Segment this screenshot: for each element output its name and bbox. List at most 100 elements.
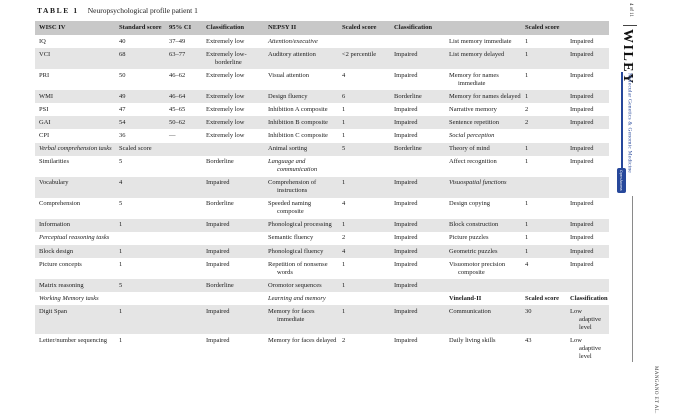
table-cell <box>169 292 206 305</box>
table-cell <box>394 292 449 305</box>
table-cell: Impaired <box>570 48 609 70</box>
table-header-cell: NEPSY II <box>268 21 342 35</box>
table-cell: Impaired <box>394 200 418 208</box>
table-cell <box>169 142 206 156</box>
table-caption: TABLE 1 Neuropsychological profile patien… <box>37 6 609 15</box>
table-cell: 1 <box>342 305 394 335</box>
table-cell: Digit Span <box>35 305 119 335</box>
table-cell: 4 <box>342 200 346 208</box>
table-header-cell: Classification <box>394 21 449 35</box>
table-cell: Working Memory tasks <box>39 294 99 302</box>
table-cell: Borderline <box>394 142 449 156</box>
table-row: Letter/number sequencing 1 Impaired Memory … <box>35 334 609 363</box>
table-cell: Impaired <box>206 260 230 268</box>
table-cell: Impaired <box>394 244 449 259</box>
table-row: Matrix reasoning 5 Borderline Oromotor sequ… <box>35 279 609 293</box>
table-cell: Block construction <box>449 218 525 232</box>
table-cell: Extremely low <box>206 116 268 130</box>
table-row: PRI 50 46–62 Extremely low Visual attention 4… <box>35 69 609 90</box>
table-cell <box>206 292 268 305</box>
table-cell: 1 <box>342 105 346 113</box>
table-cell: Block design <box>35 244 119 259</box>
table-row: Picture concepts 1 Impaired Repetition of n… <box>35 258 609 279</box>
table-row: GAI 54 50–62 Extremely low Inhibition B comp… <box>35 116 609 130</box>
table-cell: Inhibition A composite <box>268 105 328 113</box>
table-header-cell <box>570 21 609 35</box>
table-cell: Impaired <box>570 158 594 166</box>
table-cell: Communication <box>449 305 525 335</box>
header-rule <box>632 196 633 362</box>
table-cell: Impaired <box>570 116 609 130</box>
table-row: Verbal comprehension tasks Scaled score An… <box>35 142 609 156</box>
table-cell <box>169 279 206 293</box>
table-cell: Matrix reasoning <box>35 279 119 293</box>
table-cell: 4 <box>342 71 346 79</box>
table-cell: Memory for faces delayed <box>268 336 337 344</box>
table-cell: 68 <box>119 48 169 70</box>
table-cell <box>342 292 394 305</box>
table-cell: Daily living skills <box>449 336 496 344</box>
table-cell: 37–49 <box>169 37 186 45</box>
table-row: Block design 1 Impaired Phonological fluenc… <box>35 244 609 259</box>
table-cell: Phonological processing <box>268 218 342 232</box>
table-cell: Narrative memory <box>449 105 497 113</box>
table-cell: Borderline <box>206 279 268 293</box>
table-label: TABLE 1 <box>37 6 79 15</box>
table-cell: 1 <box>342 279 394 293</box>
table-cell: Low adaptive level <box>570 305 609 335</box>
table-cell: Impaired <box>570 71 594 79</box>
table-cell: Impaired <box>570 90 609 104</box>
table-cell: Visual attention <box>268 71 309 79</box>
table-cell: 1 <box>525 37 529 45</box>
table-cell <box>525 129 570 142</box>
table-cell: 1 <box>119 305 169 335</box>
table-cell: Impaired <box>206 336 230 344</box>
table-cell <box>119 232 169 245</box>
table-cell: Impaired <box>570 244 609 259</box>
table-cell: Extremely low <box>206 37 245 45</box>
table-cell: 1 <box>525 234 529 242</box>
table-cell: Impaired <box>570 218 609 232</box>
table-cell: Vocabulary <box>35 176 119 198</box>
table-cell: Impaired <box>394 116 449 130</box>
table-cell: 1 <box>119 244 169 259</box>
table-cell: Impaired <box>394 336 418 344</box>
table-cell: Geometric puzzles <box>449 244 525 259</box>
table-cell: Information <box>35 218 119 232</box>
table-cell: 4 <box>525 260 529 268</box>
table-cell: 1 <box>525 200 529 208</box>
table-row: Similarities 5 Borderline Language and comm… <box>35 156 609 177</box>
table-cell: Picture puzzles <box>449 234 489 242</box>
table-header-cell: Scaled score <box>342 21 394 35</box>
table-cell: 5 <box>342 142 394 156</box>
table-cell <box>525 279 570 293</box>
table-caption-text: Neuropsychological profile patient 1 <box>87 6 198 15</box>
table-cell: 1 <box>525 48 570 70</box>
table-cell: Inhibition C composite <box>268 132 328 139</box>
table-cell: Scaled score <box>525 294 559 302</box>
table-cell: 2 <box>525 116 570 130</box>
table-cell <box>342 35 394 48</box>
table-cell: Classification <box>570 294 608 302</box>
table-cell: 1 <box>525 218 570 232</box>
table-cell: Theory of mind <box>449 142 525 156</box>
table-cell: Impaired <box>394 105 418 113</box>
table-cell: Extremely low-borderline <box>206 48 268 70</box>
table-cell: 1 <box>342 116 394 130</box>
table-body: IQ 40 37–49 Extremely low Attention/executiv… <box>35 35 609 363</box>
table-row: IQ 40 37–49 Extremely low Attention/executiv… <box>35 35 609 48</box>
separator-line <box>623 25 637 26</box>
table-cell: Impaired <box>394 218 449 232</box>
table-row: PSI 47 45–65 Extremely low Inhibition A comp… <box>35 103 609 116</box>
table-cell: Borderline <box>394 90 449 104</box>
table-cell: 1 <box>525 90 570 104</box>
table-row: Information 1 Impaired Phonological process… <box>35 218 609 232</box>
table-cell: Social perception <box>449 132 495 139</box>
table-row: Comprehension 5 Borderline Speeded naming c… <box>35 198 609 219</box>
table-cell: Inhibition B composite <box>268 116 342 130</box>
journal-name: Molecular Genetics & Genomic Medicine <box>626 73 633 173</box>
table-cell: 4 <box>342 244 394 259</box>
table-cell: 54 <box>119 116 169 130</box>
wiley-logo: WILEY <box>620 29 635 85</box>
table-cell: Impaired <box>570 200 594 208</box>
